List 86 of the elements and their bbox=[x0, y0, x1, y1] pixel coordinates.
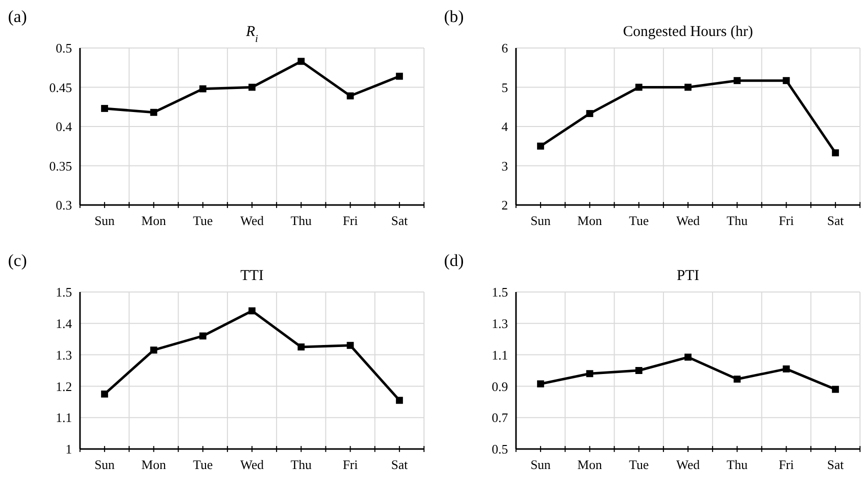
point bbox=[150, 346, 158, 354]
y-tick-label: 0.45 bbox=[49, 80, 72, 95]
x-tick-label: Wed bbox=[676, 457, 700, 472]
y-tick-label: 0.5 bbox=[492, 442, 508, 457]
x-tick-label: Sun bbox=[530, 213, 552, 228]
point bbox=[782, 77, 790, 84]
x-tick-label: Fri bbox=[342, 457, 358, 472]
point bbox=[684, 354, 692, 361]
point bbox=[734, 376, 741, 383]
point bbox=[537, 380, 544, 388]
point bbox=[635, 84, 642, 91]
y-tick-label: 0.4 bbox=[56, 119, 72, 134]
x-tick-label: Tue bbox=[192, 213, 213, 228]
x-tick-label: Sat bbox=[827, 457, 844, 472]
point bbox=[684, 84, 692, 91]
x-tick-label: Tue bbox=[628, 213, 649, 228]
point bbox=[832, 149, 839, 156]
x-tick-label: Sun bbox=[94, 213, 116, 228]
chart-title: TTI bbox=[240, 268, 264, 284]
point bbox=[635, 367, 642, 374]
y-tick-label: 1.5 bbox=[492, 284, 508, 300]
text: (d) bbox=[444, 251, 464, 270]
point bbox=[782, 365, 790, 372]
y-tick-label: 5 bbox=[502, 80, 508, 95]
x-tick-label: Mon bbox=[141, 213, 166, 228]
point bbox=[199, 85, 206, 92]
y-tick-label: 0.5 bbox=[56, 40, 72, 56]
x-tick-label: Thu bbox=[726, 213, 748, 228]
y-tick-label: 6 bbox=[502, 40, 508, 56]
x-tick-label: Sun bbox=[94, 457, 116, 472]
point bbox=[586, 110, 594, 118]
x-tick-label: Sat bbox=[391, 213, 408, 228]
text: (a) bbox=[8, 7, 27, 26]
point bbox=[150, 108, 158, 116]
y-tick-label: 1.1 bbox=[56, 410, 72, 426]
x-tick-label: Fri bbox=[778, 457, 794, 472]
chart-title: PTI bbox=[676, 268, 700, 284]
x-tick-label: Thu bbox=[290, 213, 312, 228]
y-tick-label: 0.3 bbox=[56, 198, 72, 213]
text: (c) bbox=[8, 251, 27, 270]
point bbox=[396, 72, 403, 80]
x-tick-label: Fri bbox=[342, 213, 358, 228]
y-tick-label: 1.2 bbox=[56, 378, 72, 394]
text: (b) bbox=[444, 7, 464, 26]
point bbox=[199, 332, 206, 340]
x-tick-label: Tue bbox=[192, 457, 213, 472]
y-tick-label: 1 bbox=[66, 442, 72, 457]
x-tick-label: Mon bbox=[577, 457, 602, 472]
point bbox=[537, 142, 544, 150]
point bbox=[248, 84, 256, 91]
point bbox=[101, 390, 108, 398]
y-tick-label: 3 bbox=[502, 158, 508, 174]
y-tick-label: 2 bbox=[502, 198, 508, 213]
chart-title: Congested Hours (hr) bbox=[623, 24, 753, 40]
x-tick-label: Thu bbox=[290, 457, 312, 472]
point bbox=[832, 386, 839, 393]
y-tick-label: 0.9 bbox=[492, 378, 508, 394]
point bbox=[298, 58, 305, 65]
point bbox=[101, 104, 108, 112]
x-tick-label: Sat bbox=[827, 213, 844, 228]
y-tick-label: 0.7 bbox=[492, 410, 508, 426]
x-tick-label: Sun bbox=[530, 457, 552, 472]
x-tick-label: Wed bbox=[240, 457, 264, 472]
y-tick-label: 1.1 bbox=[492, 347, 508, 362]
y-tick-label: 1.3 bbox=[492, 316, 508, 331]
x-tick-label: Tue bbox=[628, 457, 649, 472]
point bbox=[298, 343, 305, 350]
y-tick-label: 1.4 bbox=[56, 316, 72, 331]
point bbox=[346, 92, 354, 100]
x-tick-label: Wed bbox=[240, 213, 264, 228]
point bbox=[586, 370, 594, 378]
point bbox=[734, 77, 741, 84]
x-tick-label: Wed bbox=[676, 213, 700, 228]
x-tick-label: Mon bbox=[577, 213, 602, 228]
x-tick-label: Thu bbox=[726, 457, 748, 472]
chart-title: R$_{i}$ bbox=[244, 24, 258, 44]
y-tick-label: 0.35 bbox=[49, 158, 72, 174]
point bbox=[396, 396, 403, 404]
x-tick-label: Fri bbox=[778, 213, 794, 228]
y-tick-label: 1.5 bbox=[56, 284, 72, 300]
x-tick-label: Mon bbox=[141, 457, 166, 472]
y-tick-label: 1.3 bbox=[56, 347, 72, 362]
point bbox=[248, 307, 256, 314]
x-tick-label: Sat bbox=[391, 457, 408, 472]
y-tick-label: 4 bbox=[502, 119, 508, 134]
point bbox=[346, 342, 354, 349]
